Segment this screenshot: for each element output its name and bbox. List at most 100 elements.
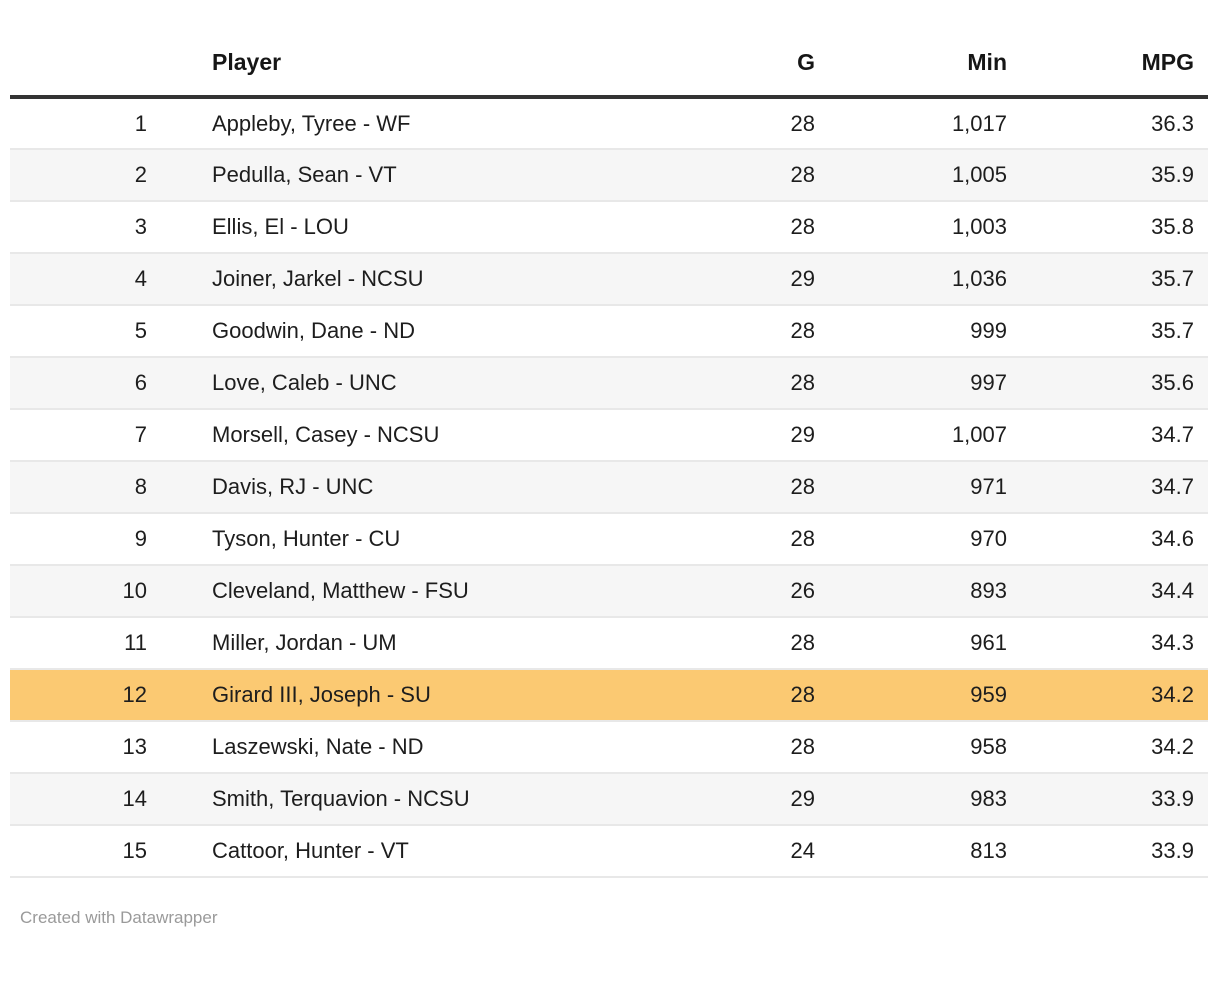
cell-g: 28 — [565, 357, 825, 410]
cell-min: 1,017 — [825, 97, 1017, 150]
cell-mpg: 35.9 — [1017, 149, 1208, 202]
cell-player: Appleby, Tyree - WF — [150, 97, 565, 150]
cell-min: 813 — [825, 825, 1017, 878]
cell-rank: 13 — [10, 721, 150, 774]
cell-g: 29 — [565, 773, 825, 826]
table-body: 1 Appleby, Tyree - WF 28 1,017 36.3 2 Pedulla,… — [10, 97, 1208, 878]
table-row: 15 Cattoor, Hunter - VT 24 813 33.9 — [10, 825, 1208, 878]
footer: Created with Datawrapper — [20, 908, 1208, 928]
data-table-container: Player G Min MPG 1 Appleby, Tyree - WF 28 1… — [10, 30, 1208, 928]
table-row: 8 Davis, RJ - UNC 28 971 34.7 — [10, 461, 1208, 514]
cell-player: Cattoor, Hunter - VT — [150, 825, 565, 878]
cell-g: 28 — [565, 461, 825, 514]
table-row: 9 Tyson, Hunter - CU 28 970 34.6 — [10, 513, 1208, 566]
table-row: 14 Smith, Terquavion - NCSU 29 983 33.9 — [10, 773, 1208, 826]
cell-player: Morsell, Casey - NCSU — [150, 409, 565, 462]
cell-min: 961 — [825, 617, 1017, 670]
cell-mpg: 35.7 — [1017, 253, 1208, 306]
cell-mpg: 36.3 — [1017, 97, 1208, 150]
cell-player: Davis, RJ - UNC — [150, 461, 565, 514]
cell-mpg: 35.7 — [1017, 305, 1208, 358]
cell-mpg: 34.2 — [1017, 721, 1208, 774]
cell-rank: 6 — [10, 357, 150, 410]
cell-mpg: 34.7 — [1017, 409, 1208, 462]
cell-min: 1,036 — [825, 253, 1017, 306]
cell-g: 29 — [565, 253, 825, 306]
cell-rank: 12 — [10, 669, 150, 722]
cell-g: 24 — [565, 825, 825, 878]
cell-rank: 1 — [10, 97, 150, 150]
cell-player: Ellis, El - LOU — [150, 201, 565, 254]
cell-g: 28 — [565, 617, 825, 670]
cell-g: 29 — [565, 409, 825, 462]
cell-min: 970 — [825, 513, 1017, 566]
cell-mpg: 33.9 — [1017, 773, 1208, 826]
player-minutes-table: Player G Min MPG 1 Appleby, Tyree - WF 28 1… — [10, 30, 1208, 878]
cell-min: 1,005 — [825, 149, 1017, 202]
cell-rank: 9 — [10, 513, 150, 566]
cell-rank: 15 — [10, 825, 150, 878]
header-player: Player — [150, 30, 565, 99]
cell-mpg: 34.3 — [1017, 617, 1208, 670]
cell-min: 971 — [825, 461, 1017, 514]
cell-mpg: 34.6 — [1017, 513, 1208, 566]
cell-g: 28 — [565, 669, 825, 722]
cell-player: Joiner, Jarkel - NCSU — [150, 253, 565, 306]
cell-player: Laszewski, Nate - ND — [150, 721, 565, 774]
table-row: 5 Goodwin, Dane - ND 28 999 35.7 — [10, 305, 1208, 358]
cell-rank: 10 — [10, 565, 150, 618]
cell-min: 1,003 — [825, 201, 1017, 254]
cell-g: 28 — [565, 201, 825, 254]
datawrapper-attribution-link[interactable]: Created with Datawrapper — [20, 908, 218, 927]
cell-min: 1,007 — [825, 409, 1017, 462]
header-minutes: Min — [825, 30, 1017, 99]
cell-player: Goodwin, Dane - ND — [150, 305, 565, 358]
cell-g: 28 — [565, 305, 825, 358]
cell-mpg: 34.4 — [1017, 565, 1208, 618]
cell-rank: 8 — [10, 461, 150, 514]
cell-min: 893 — [825, 565, 1017, 618]
cell-player: Smith, Terquavion - NCSU — [150, 773, 565, 826]
table-row: 4 Joiner, Jarkel - NCSU 29 1,036 35.7 — [10, 253, 1208, 306]
table-row: 6 Love, Caleb - UNC 28 997 35.6 — [10, 357, 1208, 410]
cell-player: Girard III, Joseph - SU — [150, 669, 565, 722]
table-header-row: Player G Min MPG — [10, 30, 1208, 99]
table-row: 1 Appleby, Tyree - WF 28 1,017 36.3 — [10, 97, 1208, 150]
header-rank — [10, 30, 150, 99]
table-row: 10 Cleveland, Matthew - FSU 26 893 34.4 — [10, 565, 1208, 618]
cell-g: 28 — [565, 513, 825, 566]
cell-g: 28 — [565, 97, 825, 150]
cell-player: Cleveland, Matthew - FSU — [150, 565, 565, 618]
cell-rank: 11 — [10, 617, 150, 670]
cell-mpg: 34.2 — [1017, 669, 1208, 722]
cell-rank: 4 — [10, 253, 150, 306]
cell-min: 997 — [825, 357, 1017, 410]
cell-player: Pedulla, Sean - VT — [150, 149, 565, 202]
cell-min: 958 — [825, 721, 1017, 774]
cell-g: 26 — [565, 565, 825, 618]
cell-rank: 7 — [10, 409, 150, 462]
cell-player: Tyson, Hunter - CU — [150, 513, 565, 566]
cell-player: Miller, Jordan - UM — [150, 617, 565, 670]
table-row: 13 Laszewski, Nate - ND 28 958 34.2 — [10, 721, 1208, 774]
cell-mpg: 35.6 — [1017, 357, 1208, 410]
table-row: 3 Ellis, El - LOU 28 1,003 35.8 — [10, 201, 1208, 254]
cell-mpg: 34.7 — [1017, 461, 1208, 514]
table-row: 12 Girard III, Joseph - SU 28 959 34.2 — [10, 669, 1208, 722]
table-row: 7 Morsell, Casey - NCSU 29 1,007 34.7 — [10, 409, 1208, 462]
cell-rank: 14 — [10, 773, 150, 826]
cell-min: 959 — [825, 669, 1017, 722]
table-row: 2 Pedulla, Sean - VT 28 1,005 35.9 — [10, 149, 1208, 202]
header-mpg: MPG — [1017, 30, 1208, 99]
cell-min: 999 — [825, 305, 1017, 358]
cell-rank: 2 — [10, 149, 150, 202]
table-row: 11 Miller, Jordan - UM 28 961 34.3 — [10, 617, 1208, 670]
cell-mpg: 35.8 — [1017, 201, 1208, 254]
cell-g: 28 — [565, 721, 825, 774]
cell-rank: 3 — [10, 201, 150, 254]
cell-mpg: 33.9 — [1017, 825, 1208, 878]
cell-rank: 5 — [10, 305, 150, 358]
header-games: G — [565, 30, 825, 99]
cell-player: Love, Caleb - UNC — [150, 357, 565, 410]
cell-min: 983 — [825, 773, 1017, 826]
